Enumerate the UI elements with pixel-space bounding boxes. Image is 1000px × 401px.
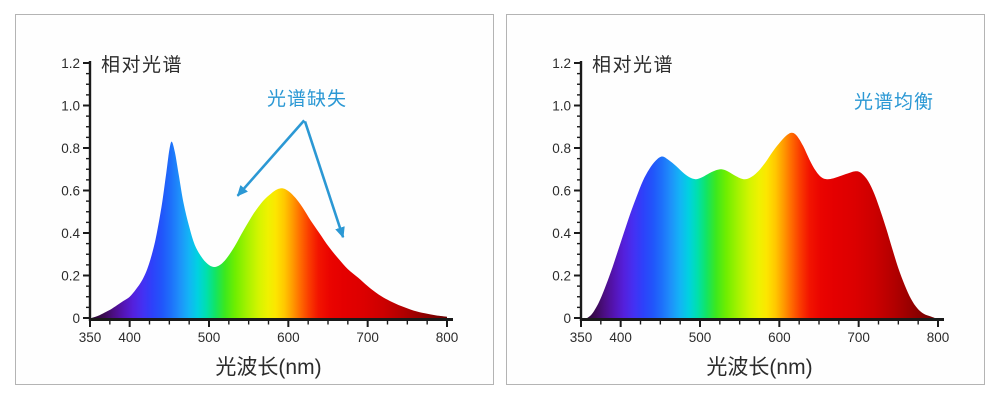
- chart-card-spectrum-missing: 350 400 500 600 700 800 0 0.2 0.4 0.6 0.8 1.0 1.2 相对…: [15, 14, 494, 385]
- y-tick-label: 1.2: [552, 56, 571, 71]
- y-tick-label: 0.2: [61, 269, 80, 284]
- spectrum-plot-missing: 350 400 500 600 700 800 0 0.2 0.4 0.6 0.8 1.0 1.2: [61, 56, 459, 345]
- x-tick-label: 350: [570, 330, 593, 345]
- annotation-spectrum-missing: 光谱缺失: [267, 89, 348, 110]
- y-tick-label: 0.2: [552, 269, 571, 284]
- x-tick-label: 800: [927, 330, 950, 345]
- y-tick-label: 1.2: [61, 56, 80, 71]
- spectrum-area: [587, 132, 935, 318]
- x-axis-label: 光波长(nm): [706, 356, 813, 379]
- y-tick-label: 0: [72, 311, 80, 326]
- y-tick-label: 0.6: [552, 184, 571, 199]
- y-tick-label: 1.0: [552, 99, 571, 114]
- x-tick-label: 350: [79, 330, 102, 345]
- y-tick-label: 0.8: [61, 141, 80, 156]
- x-tick-label: 600: [277, 330, 300, 345]
- y-tick-label: 0.6: [61, 184, 80, 199]
- spectrum-plot-balanced: 350 400 500 600 700 800 0 0.2 0.4 0.6 0.8 1.0 1.2: [552, 56, 950, 345]
- x-tick-label: 700: [356, 330, 379, 345]
- chart-title: 相对光谱: [592, 55, 675, 76]
- annotation-arrow: [303, 121, 345, 239]
- annotation-spectrum-balanced: 光谱均衡: [854, 92, 935, 113]
- x-tick-label: 400: [118, 330, 141, 345]
- y-tick-label: 0.4: [61, 226, 80, 241]
- chart-card-spectrum-balanced: 350 400 500 600 700 800 0 0.2 0.4 0.6 0.8 1.0 1.2 相对…: [506, 14, 985, 385]
- chart-title: 相对光谱: [101, 55, 184, 76]
- x-tick-label: 700: [847, 330, 870, 345]
- x-axis-label: 光波长(nm): [215, 356, 322, 379]
- y-tick-label: 0.4: [552, 226, 571, 241]
- y-tick-label: 1.0: [61, 99, 80, 114]
- x-tick-label: 400: [609, 330, 632, 345]
- y-tick-label: 0: [563, 311, 571, 326]
- y-tick-label: 0.8: [552, 141, 571, 156]
- x-tick-label: 600: [768, 330, 791, 345]
- annotation-arrow: [236, 119, 306, 197]
- x-tick-label: 500: [198, 330, 221, 345]
- x-tick-label: 800: [436, 330, 459, 345]
- x-tick-label: 500: [689, 330, 712, 345]
- spectrum-area: [91, 141, 447, 318]
